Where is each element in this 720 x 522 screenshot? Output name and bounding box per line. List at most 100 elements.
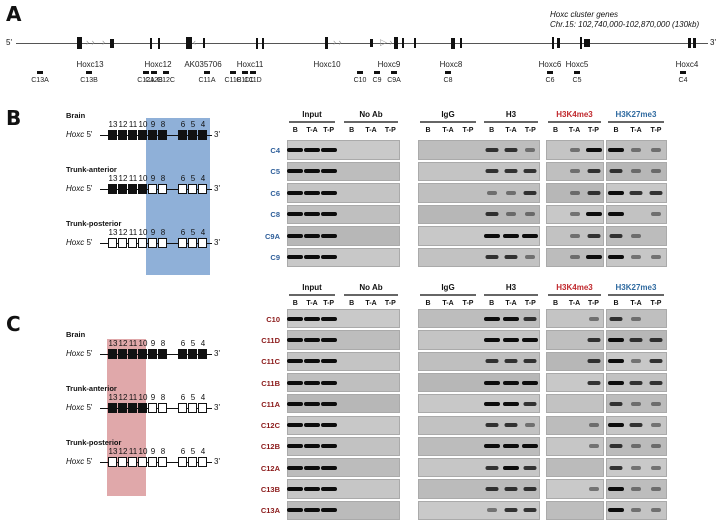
pcr-band xyxy=(523,401,537,406)
hox-gene-box xyxy=(118,349,127,359)
gene-label: Hoxc13 xyxy=(76,60,104,69)
antibody-header: IgG xyxy=(441,283,455,292)
pcr-band xyxy=(523,487,537,492)
pcr-band xyxy=(608,190,624,195)
hox-gene-number: 13 xyxy=(108,120,118,129)
gel-strip xyxy=(546,183,604,203)
hox-gene-number: 12 xyxy=(118,339,128,348)
hox-gene-number: 4 xyxy=(200,447,206,456)
amplicon-mark xyxy=(445,71,451,74)
antibody-underline xyxy=(289,121,335,123)
amplicon-row-label: C11C xyxy=(261,357,280,367)
amplicon-mark xyxy=(391,71,397,74)
hox-gene-box xyxy=(128,403,137,413)
pcr-band xyxy=(525,147,536,152)
pcr-band xyxy=(320,444,337,449)
hox-5prime: 5' xyxy=(84,130,93,139)
hox-gene-box xyxy=(188,457,197,467)
antibody-underline xyxy=(608,121,664,123)
pcr-band xyxy=(304,380,320,385)
panel-a-letter: A xyxy=(6,2,22,26)
gel-strip xyxy=(606,161,667,181)
pcr-band xyxy=(287,316,304,321)
pcr-band xyxy=(486,190,497,195)
amplicon-row-label: C13B xyxy=(260,485,280,495)
hox-gene-number: 11 xyxy=(128,174,138,183)
pcr-band xyxy=(569,233,580,238)
amplicon-row-label: C10 xyxy=(266,314,280,324)
gene-exon-mark xyxy=(688,38,691,48)
lane-label: T-A xyxy=(306,127,318,134)
pcr-band xyxy=(483,444,500,449)
antibody-underline xyxy=(420,294,476,296)
hox-gene-box xyxy=(158,403,167,413)
gel-strip xyxy=(418,204,540,224)
cluster-title: Hoxc cluster genes Chr.15: 102,740,000-1… xyxy=(550,10,699,30)
amplicon-row-label: C12B xyxy=(260,442,280,452)
pcr-band xyxy=(320,169,337,174)
antibody-underline xyxy=(608,294,664,296)
amplicon-label: C11A xyxy=(198,77,216,84)
pcr-band xyxy=(649,337,663,342)
gel-strip xyxy=(418,330,540,350)
hox-5prime: 5' xyxy=(84,403,93,412)
pcr-band xyxy=(631,401,641,406)
hox-gene-box xyxy=(138,184,147,194)
hox-gene-box xyxy=(178,403,187,413)
pcr-band xyxy=(569,147,580,152)
hox-cluster-row: Hoxc 5' 13 12 11 10 9 8 6 5 4 3' xyxy=(0,339,240,359)
condition-label: Trunk-anterior xyxy=(66,384,117,393)
pcr-band xyxy=(320,508,337,513)
hox-gene-box xyxy=(198,130,207,140)
pcr-band xyxy=(485,465,499,470)
amplicon-label: C11C xyxy=(236,77,254,84)
lane-label: T-A xyxy=(442,127,454,134)
antibody-header: No Ab xyxy=(359,110,383,119)
pcr-band xyxy=(608,487,624,492)
pcr-band xyxy=(631,169,641,174)
hox-gene-number: 5 xyxy=(190,120,196,129)
antibody-underline xyxy=(344,294,398,296)
amplicon-row-label: C9 xyxy=(270,253,280,263)
gene-exon-mark xyxy=(451,37,455,49)
transcription-arrow-icon: › xyxy=(102,37,105,47)
pcr-band xyxy=(631,316,641,321)
hox-gene-box xyxy=(198,457,207,467)
amplicon-row-label: C11A xyxy=(261,399,280,409)
pcr-band xyxy=(485,487,499,492)
pcr-band xyxy=(320,487,337,492)
gene-exon-mark xyxy=(256,37,258,49)
hox-gene-box xyxy=(118,130,127,140)
gel-strip xyxy=(418,394,540,414)
pcr-band xyxy=(569,190,580,195)
hox-gene-box xyxy=(148,130,157,140)
pcr-band xyxy=(304,508,320,513)
pcr-band xyxy=(287,212,304,217)
gel-strip xyxy=(546,226,604,246)
hox-gene-box xyxy=(148,238,157,248)
pcr-band xyxy=(523,316,537,321)
pcr-band xyxy=(287,169,304,174)
amplicon-label: C9 xyxy=(372,77,382,84)
pcr-band xyxy=(287,147,304,152)
pcr-band xyxy=(588,444,599,449)
pcr-band xyxy=(631,444,641,449)
gene-exon-mark xyxy=(370,39,373,47)
hox-gene-number: 6 xyxy=(180,120,186,129)
pcr-band xyxy=(287,380,304,385)
lane-label: T-P xyxy=(524,127,536,134)
pcr-band xyxy=(320,423,337,428)
hox-5prime: 5' xyxy=(84,184,93,193)
antibody-underline xyxy=(484,121,538,123)
pcr-band xyxy=(485,212,499,217)
hox-3prime: 3' xyxy=(214,130,220,139)
panel-c-letter: C xyxy=(6,312,21,336)
pcr-band xyxy=(304,147,320,152)
hox-gene-box xyxy=(148,184,157,194)
pcr-band xyxy=(608,255,624,260)
hox-gene-box xyxy=(138,130,147,140)
amplicon-label: C12A xyxy=(137,77,155,84)
hox-gene-box xyxy=(178,130,187,140)
hox-gene-box xyxy=(188,403,197,413)
lane-label: B xyxy=(552,300,559,307)
